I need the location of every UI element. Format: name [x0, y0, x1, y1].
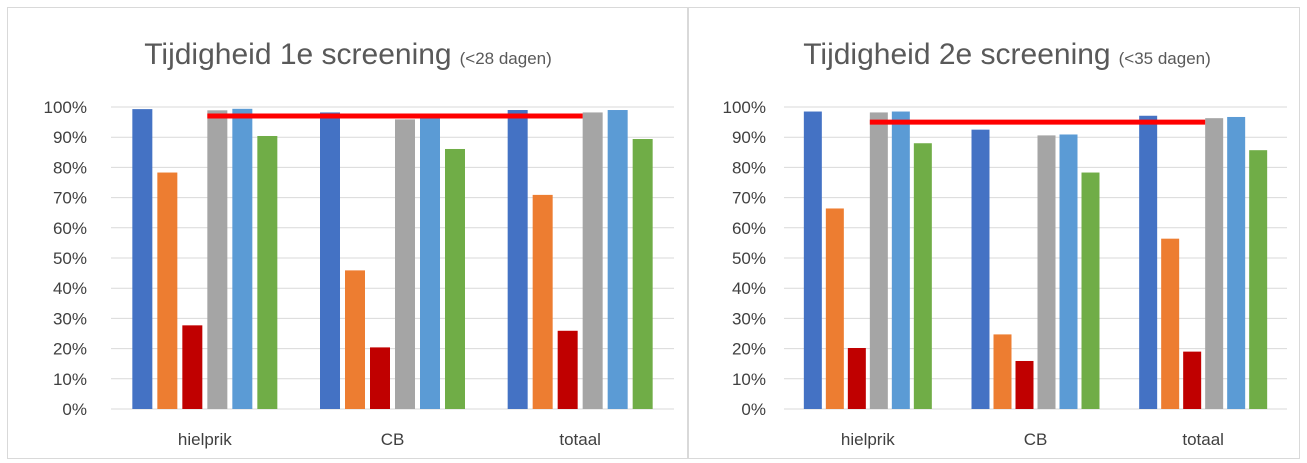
bar: [891, 111, 910, 409]
y-tick-label: 70%: [732, 189, 766, 208]
chart-panel-1: Tijdigheid 1e screening (<28 dagen) 0% 10%…: [7, 7, 688, 459]
bar: [345, 270, 365, 409]
bar: [1059, 134, 1078, 409]
y-tick-label: 70%: [53, 189, 87, 208]
y-tick-label: 100%: [44, 98, 87, 117]
bar: [1015, 360, 1034, 409]
y-tick-label: 10%: [53, 370, 87, 389]
y-tick-label: 40%: [732, 279, 766, 298]
y-tick-label: 40%: [53, 279, 87, 298]
bar: [1037, 135, 1056, 409]
x-category-label: totaal: [1182, 430, 1224, 449]
y-tick-label: 30%: [53, 309, 87, 328]
y-tick-label: 90%: [732, 128, 766, 147]
y-tick-label: 60%: [53, 219, 87, 238]
x-category-label: totaal: [559, 430, 601, 449]
bar: [847, 347, 866, 409]
y-tick-label: 20%: [732, 340, 766, 359]
y-tick-label: 0%: [741, 400, 766, 419]
bar: [1161, 238, 1180, 409]
bar: [582, 112, 603, 409]
bar: [993, 334, 1012, 409]
bar: [507, 110, 528, 410]
bar: [257, 135, 278, 409]
bar: [395, 119, 415, 409]
bar: [825, 208, 844, 409]
x-category-label: CB: [1024, 430, 1048, 449]
chart-2-svg: Tijdigheid 2e screening (<35 dagen) 0% 10%…: [723, 38, 1287, 449]
bar: [803, 111, 822, 409]
chart-1-svg: Tijdigheid 1e screening (<28 dagen) 0% 10%…: [44, 38, 674, 449]
y-tick-label: 60%: [732, 219, 766, 238]
x-category-label: hielprik: [841, 430, 895, 449]
chart-panel-2: Tijdigheid 2e screening (<35 dagen) 0% 10%…: [688, 7, 1300, 459]
bar: [1139, 115, 1158, 410]
bar: [557, 330, 578, 409]
bar: [320, 112, 340, 409]
x-category-label: hielprik: [178, 430, 232, 449]
y-tick-label: 80%: [732, 158, 766, 177]
chart-2-title: Tijdigheid 2e screening (<35 dagen): [803, 38, 1211, 71]
y-tick-label: 50%: [732, 249, 766, 268]
bar: [632, 139, 653, 409]
bar: [370, 347, 390, 409]
bar: [1183, 351, 1202, 409]
y-tick-label: 90%: [53, 128, 87, 147]
y-tick-label: 10%: [732, 370, 766, 389]
bar: [1249, 150, 1268, 409]
bar: [182, 325, 203, 409]
y-tick-label: 50%: [53, 249, 87, 268]
y-tick-label: 20%: [53, 340, 87, 359]
bar: [420, 118, 440, 409]
x-category-label: CB: [381, 430, 405, 449]
y-tick-label: 30%: [732, 309, 766, 328]
y-tick-label: 100%: [723, 98, 766, 117]
bar: [913, 143, 932, 410]
chart-1-title: Tijdigheid 1e screening (<28 dagen): [144, 38, 552, 71]
y-tick-label: 0%: [62, 400, 87, 419]
y-tick-label: 80%: [53, 158, 87, 177]
bar: [232, 108, 253, 409]
bar: [1227, 116, 1246, 409]
bar: [132, 109, 153, 409]
bar: [607, 110, 628, 410]
bar: [971, 129, 990, 409]
bar: [532, 194, 553, 409]
bar: [1205, 118, 1224, 409]
bar: [157, 172, 178, 409]
bar: [207, 110, 228, 410]
bar: [1081, 172, 1100, 409]
bar: [445, 148, 465, 409]
bar: [869, 112, 888, 409]
